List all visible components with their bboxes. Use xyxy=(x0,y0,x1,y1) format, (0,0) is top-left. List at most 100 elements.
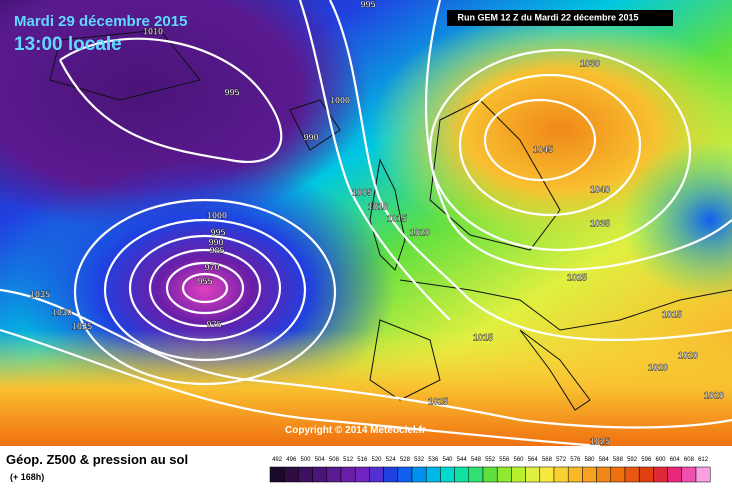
scale-swatch xyxy=(269,466,285,483)
isobar-label: 1025 xyxy=(590,436,610,446)
scale-label: 600 xyxy=(655,457,666,463)
scale-swatch xyxy=(468,466,484,483)
run-box xyxy=(447,10,673,26)
scale-swatch xyxy=(383,466,399,483)
scale-swatch xyxy=(511,466,526,483)
scale-swatch xyxy=(667,466,683,483)
color-scale: 492 496 500 504 508 512 516 520 524 528 532 536 540 5… xyxy=(269,457,711,483)
scale-label: 504 xyxy=(315,457,326,463)
scale-swatch xyxy=(638,466,654,483)
scale-swatch xyxy=(567,466,583,483)
isobar-label: 1010 xyxy=(143,26,163,36)
isobar-label: 1030 xyxy=(580,58,600,68)
scale-label: 532 xyxy=(414,457,425,463)
scale-swatch xyxy=(695,466,711,483)
isobar-labels: 995 1010 995 1000 990 1030 1045 1040 1005 1010 101… xyxy=(30,0,724,447)
scale-swatch xyxy=(440,466,455,483)
scale-label: 588 xyxy=(613,457,624,463)
scale-label: 512 xyxy=(343,457,354,463)
scale-label: 528 xyxy=(400,457,411,463)
scale-label: 524 xyxy=(386,457,397,463)
isobar-label: 1015 xyxy=(473,332,493,342)
scale-label: 544 xyxy=(457,457,468,463)
scale-label: 560 xyxy=(513,457,524,463)
scale-swatch xyxy=(539,466,555,483)
isobar-label: 1020 xyxy=(410,227,430,237)
isobar-label: 1000 xyxy=(207,210,227,220)
scale-swatch xyxy=(425,466,441,483)
isobar-label: 1040 xyxy=(590,184,610,194)
scale-swatch xyxy=(283,466,299,483)
isobar-label: 985 xyxy=(209,245,224,255)
scale-label: 508 xyxy=(329,457,340,463)
scale-label: 576 xyxy=(570,457,581,463)
scale-label: 612 xyxy=(698,457,709,463)
scale-swatch xyxy=(340,466,356,483)
isobar-label: 995 xyxy=(210,227,225,237)
scale-label: 492 xyxy=(272,457,283,463)
scale-label: 548 xyxy=(471,457,482,463)
scale-label: 516 xyxy=(357,457,368,463)
isobar-label: 1000 xyxy=(330,95,350,105)
isobar-label: 1015 xyxy=(387,213,407,223)
isobar-label: 1035 xyxy=(30,289,50,299)
forecast-time: 13:00 locale xyxy=(14,34,122,55)
scale-swatch xyxy=(298,466,313,483)
scale-swatch xyxy=(582,466,597,483)
scale-swatch xyxy=(482,466,498,483)
scale-label: 552 xyxy=(485,457,496,463)
isobar-label: 955 xyxy=(197,276,212,286)
scale-swatch xyxy=(496,466,512,483)
scale-label: 520 xyxy=(371,457,382,463)
isobar-label: 970 xyxy=(204,262,219,272)
isobar-label: 1035 xyxy=(590,218,610,228)
footer-subtitle: (+ 168h) xyxy=(10,472,44,482)
isobar-label: 995 xyxy=(360,0,375,9)
scale-label: 580 xyxy=(584,457,595,463)
isobar-label: 1025 xyxy=(72,321,92,331)
scale-label: 540 xyxy=(442,457,453,463)
map-background xyxy=(0,0,732,446)
scale-swatch xyxy=(653,466,668,483)
scale-label: 500 xyxy=(300,457,311,463)
isobar-label: 990 xyxy=(303,132,318,142)
scale-swatch xyxy=(411,466,427,483)
scale-swatch xyxy=(312,466,328,483)
copyright: Copyright © 2014 Meteociel.fr xyxy=(285,425,426,436)
scale-label: 584 xyxy=(599,457,610,463)
scale-swatch xyxy=(553,466,569,483)
isobar-label: 1005 xyxy=(352,187,372,197)
scale-label: 568 xyxy=(542,457,553,463)
scale-swatch xyxy=(326,466,342,483)
isobar-label: 1025 xyxy=(567,272,587,282)
coastlines xyxy=(49,29,732,411)
forecast-date: Mardi 29 décembre 2015 xyxy=(14,13,187,30)
scale-label: 556 xyxy=(499,457,510,463)
isobar-label: 1045 xyxy=(533,144,553,154)
isobar-label: 1015 xyxy=(662,309,682,319)
scale-swatch xyxy=(354,466,370,483)
scale-swatch xyxy=(369,466,384,483)
scale-swatch xyxy=(454,466,470,483)
isobar-label: 1030 xyxy=(52,307,72,317)
scale-label: 496 xyxy=(286,457,297,463)
scale-label: 564 xyxy=(528,457,539,463)
isobar-label: 975 xyxy=(206,319,221,329)
scale-label: 608 xyxy=(684,457,695,463)
isobar-label: 1025 xyxy=(428,396,448,406)
scale-swatch xyxy=(681,466,697,483)
scale-swatch xyxy=(610,466,626,483)
scale-label: 604 xyxy=(670,457,681,463)
scale-swatch xyxy=(624,466,640,483)
scale-swatch xyxy=(397,466,413,483)
scale-swatch xyxy=(596,466,612,483)
isobar-label: 1020 xyxy=(704,390,724,400)
footer-title: Géop. Z500 & pression au sol xyxy=(6,452,188,467)
isobar-label: 990 xyxy=(208,237,223,247)
isobar-label: 1020 xyxy=(678,350,698,360)
isobars xyxy=(0,0,732,446)
run-info: Run GEM 12 Z du Mardi 22 décembre 2015 xyxy=(457,12,638,22)
isobar-label: 1010 xyxy=(368,201,388,211)
scale-label: 596 xyxy=(641,457,652,463)
